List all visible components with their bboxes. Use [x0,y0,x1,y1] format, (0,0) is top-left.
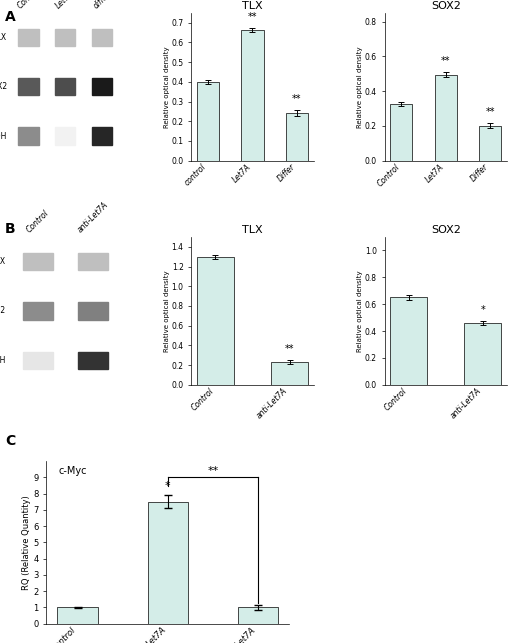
Bar [241,30,264,161]
Bar [197,82,219,161]
Text: TLX: TLX [0,33,7,42]
Text: **: ** [248,12,257,22]
Text: **: ** [485,107,495,118]
Bar [147,502,188,624]
Bar [92,127,112,145]
Text: GAPDH: GAPDH [0,356,6,365]
Text: Control: Control [15,0,41,10]
Bar [92,29,112,46]
Text: SOX2: SOX2 [0,82,7,91]
Title: TLX: TLX [242,225,263,235]
Text: **: ** [285,344,294,354]
Bar [78,253,108,270]
Y-axis label: Relative optical density: Relative optical density [164,270,170,352]
Bar [238,608,278,624]
Title: SOX2: SOX2 [431,1,461,11]
Bar [23,253,53,270]
Bar [18,29,39,46]
Y-axis label: Relative optical density: Relative optical density [164,46,170,127]
Text: **: ** [441,56,451,66]
Bar [390,298,427,385]
Text: SOX2: SOX2 [0,307,6,316]
Bar [23,352,53,369]
Text: GAPDH: GAPDH [0,132,7,141]
Bar [464,323,501,385]
Bar [271,362,308,385]
Text: A: A [5,10,16,24]
Bar [435,75,457,161]
Title: TLX: TLX [242,1,263,11]
Text: B: B [5,222,16,236]
Text: TLX: TLX [0,257,6,266]
Text: *: * [165,481,170,491]
Text: *: * [480,305,485,315]
Bar [23,302,53,320]
Bar [197,257,234,385]
Bar [479,126,501,161]
Bar [18,127,39,145]
Text: C: C [5,434,15,448]
Bar [55,29,75,46]
Bar [55,127,75,145]
Y-axis label: Relative optical density: Relative optical density [357,270,364,352]
Title: SOX2: SOX2 [431,225,461,235]
Text: Control: Control [25,208,51,235]
Bar [78,302,108,320]
Y-axis label: Relative optical density: Relative optical density [357,46,364,127]
Text: **: ** [292,95,302,104]
Bar [55,78,75,95]
Text: Let7A: Let7A [54,0,76,10]
Text: c-Myc: c-Myc [58,466,87,476]
Text: anti-Let7A: anti-Let7A [76,200,110,235]
Bar [18,78,39,95]
Bar [286,113,308,161]
Bar [92,78,112,95]
Text: **: ** [207,466,219,476]
Bar [390,104,412,161]
Text: differ: differ [92,0,112,10]
Y-axis label: RQ (Relative Quantity): RQ (Relative Quantity) [22,495,31,590]
Bar [78,352,108,369]
Bar [57,608,98,624]
